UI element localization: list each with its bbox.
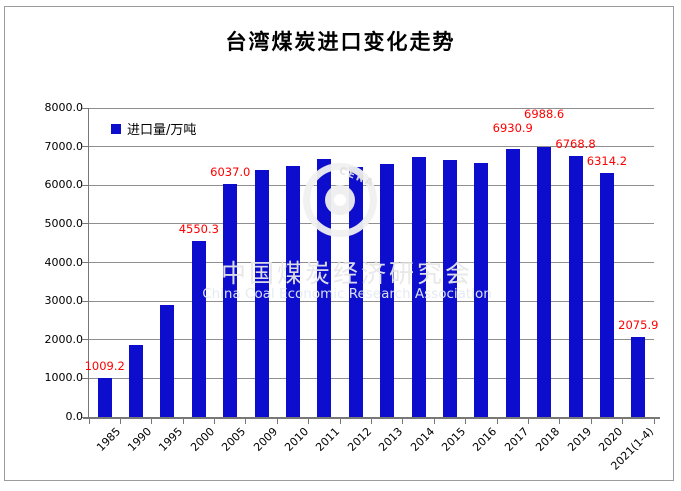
x-axis-tick [496, 419, 498, 424]
y-tick-label-4000.0: 4000.0 [44, 255, 84, 269]
x-axis-tick [527, 419, 529, 424]
data-label-2017: 6930.9 [492, 121, 533, 135]
bar-2005 [223, 184, 238, 417]
y-tick-label-2000.0: 2000.0 [44, 332, 84, 346]
gridline [89, 107, 654, 109]
legend: 进口量/万吨 [111, 119, 196, 138]
gridline [89, 146, 654, 148]
x-axis-tick [182, 419, 184, 424]
y-tick-label-5000.0: 5000.0 [44, 216, 84, 230]
y-axis-tick [82, 300, 88, 302]
bar-2019 [568, 156, 583, 417]
plot-area: 1009.2 1985 1990 1995 4550.3 2000 6037.0 2005 20… [82, 107, 660, 473]
y-axis-tick [82, 146, 88, 148]
data-label-2020: 6314.2 [586, 154, 628, 168]
x-axis-tick [214, 419, 216, 424]
x-axis-tick [465, 419, 467, 424]
gridline [89, 377, 654, 379]
x-axis-tick [308, 419, 310, 424]
bar-2016 [474, 163, 489, 417]
legend-marker-icon [111, 123, 121, 134]
y-axis-tick [82, 107, 88, 109]
legend-label: 进口量/万吨 [127, 123, 197, 138]
gridline [89, 339, 654, 341]
data-label-2000: 4550.3 [178, 222, 219, 236]
x-axis-tick [433, 419, 435, 424]
x-axis-tick [402, 419, 404, 424]
bar-2020 [599, 173, 614, 417]
bar-1985 [97, 378, 112, 417]
bar-2021(1-4) [631, 337, 646, 417]
x-axis-line [83, 417, 660, 419]
y-axis-tick [82, 377, 88, 379]
y-tick-label-1000.0: 1000.0 [44, 371, 84, 385]
chart-title: 台湾煤炭进口变化走势 [225, 29, 456, 54]
x-axis-tick [622, 419, 624, 424]
x-axis-tick [653, 419, 655, 424]
bar-2011 [317, 159, 332, 417]
gridline [89, 262, 654, 263]
y-axis-tick [82, 416, 88, 418]
y-axis-tick [82, 339, 88, 341]
x-axis-tick [371, 419, 372, 424]
x-axis-tick [245, 419, 247, 424]
x-axis-tick [88, 419, 90, 424]
x-axis-tick [339, 419, 341, 424]
bar-2017 [505, 149, 520, 417]
bar-2010 [286, 166, 301, 417]
data-label-2018: 6988.6 [524, 107, 565, 121]
y-axis-tick [82, 262, 88, 263]
y-tick-label-0.0: 0.0 [65, 410, 84, 423]
bar-2009 [254, 170, 269, 417]
data-label-2021(1-4): 2075.9 [618, 318, 659, 332]
x-axis-tick [559, 419, 561, 424]
x-axis-tick [119, 419, 121, 424]
x-axis-tick [590, 419, 592, 424]
data-label-2005: 6037.0 [210, 165, 251, 179]
y-tick-label-7000.0: 7000.0 [44, 139, 84, 153]
bar-2015 [442, 160, 457, 417]
bar-2000 [191, 241, 206, 417]
y-axis-line [88, 108, 89, 418]
y-axis-tick [82, 184, 88, 186]
x-axis-tick [151, 419, 153, 424]
bar-1995 [160, 305, 175, 417]
data-label-1985: 1009.2 [84, 359, 125, 373]
y-tick-label-8000.0: 8000.0 [44, 101, 84, 114]
gridline [89, 300, 654, 302]
y-tick-label-6000.0: 6000.0 [44, 178, 84, 192]
bar-2013 [380, 164, 395, 417]
x-axis-tick [276, 419, 278, 424]
y-tick-label-3000.0: 3000.0 [44, 294, 84, 308]
bar-2018 [537, 147, 552, 417]
data-label-2019: 6768.8 [555, 137, 596, 151]
y-axis-tick [82, 223, 88, 225]
bar-2014 [411, 157, 426, 417]
bar-2012 [348, 167, 363, 417]
bar-1990 [129, 345, 144, 417]
